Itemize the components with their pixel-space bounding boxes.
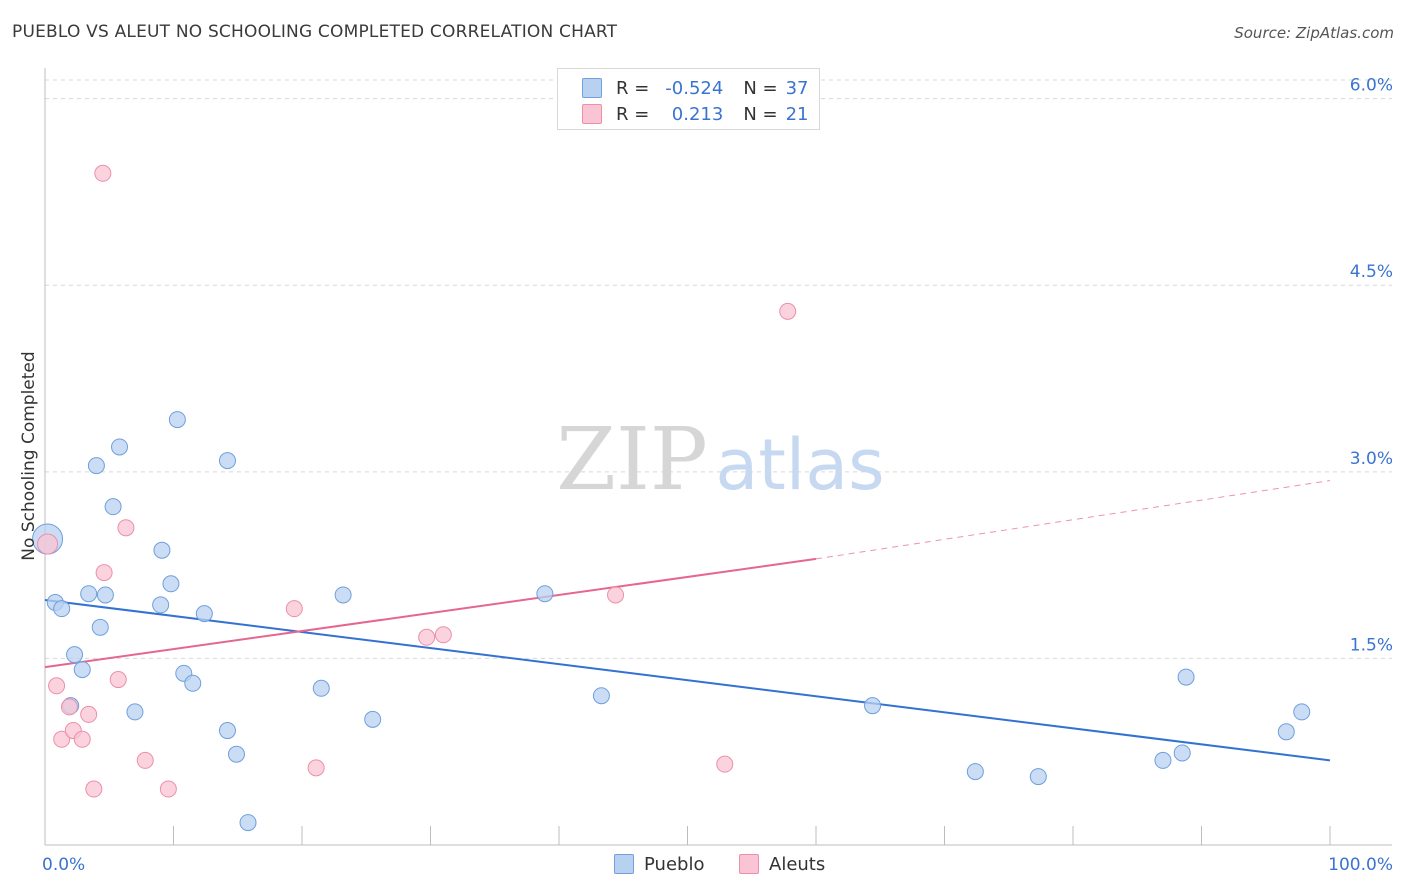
watermark-atlas: atlas bbox=[715, 424, 884, 506]
pueblo-point bbox=[195, 605, 213, 623]
aleuts-point bbox=[60, 698, 78, 716]
aleuts-point bbox=[307, 759, 325, 777]
pueblo-point bbox=[218, 722, 236, 740]
pueblo-point bbox=[53, 600, 71, 618]
aleuts-point bbox=[53, 730, 71, 748]
chart-title: PUEBLO VS ALEUT NO SCHOOLING COMPLETED C… bbox=[12, 22, 618, 42]
aleuts-swatch bbox=[582, 104, 602, 124]
pueblo-swatch bbox=[582, 78, 602, 98]
pueblo-point bbox=[239, 814, 257, 832]
x-tick-label: 0.0% bbox=[42, 855, 85, 875]
aleuts-point bbox=[94, 164, 112, 182]
label-layer: No Schooling Completed 1.5% 3.0% 4.5% 6.0% 0… bbox=[19, 76, 1393, 875]
aleuts-point bbox=[85, 780, 103, 798]
aleuts-point bbox=[48, 677, 66, 695]
pueblo-point bbox=[153, 541, 171, 559]
aleuts-r-label: R = bbox=[616, 103, 650, 125]
y-tick-label: 1.5% bbox=[1350, 635, 1393, 655]
pueblo-r-value: -0.524 bbox=[665, 77, 724, 99]
bottom-legend-aleuts-swatch bbox=[739, 854, 759, 874]
aleuts-trend-extension bbox=[815, 480, 1331, 560]
pueblo-point bbox=[1277, 723, 1295, 741]
pueblo-point bbox=[80, 585, 98, 603]
pueblo-point bbox=[162, 575, 180, 593]
axis-layer bbox=[44, 68, 1392, 846]
y-tick-label: 6.0% bbox=[1350, 76, 1393, 96]
watermark: ZIP atlas bbox=[556, 410, 884, 510]
pueblo-point bbox=[592, 687, 610, 705]
pueblo-point bbox=[66, 646, 84, 664]
pueblo-point bbox=[1177, 668, 1195, 686]
pueblo-point bbox=[91, 618, 109, 636]
pueblo-point bbox=[111, 438, 129, 456]
pueblo-point bbox=[966, 763, 984, 781]
aleuts-point bbox=[95, 564, 113, 582]
aleuts-n-label: N = bbox=[743, 103, 778, 125]
aleuts-r-value: 0.213 bbox=[671, 103, 724, 125]
legend-row-aleuts: R = 0.213 N = 21 bbox=[616, 101, 809, 127]
pueblo-point bbox=[168, 411, 186, 429]
bottom-legend-pueblo: Pueblo bbox=[614, 851, 704, 877]
aleuts-point bbox=[779, 302, 797, 320]
aleuts-point bbox=[159, 780, 177, 798]
aleuts-point bbox=[418, 628, 436, 646]
pueblo-point bbox=[104, 498, 122, 516]
pueblo-point bbox=[184, 674, 202, 692]
bottom-legend-aleuts-label: Aleuts bbox=[769, 853, 826, 875]
aleuts-point bbox=[73, 730, 91, 748]
aleuts-n-value: 21 bbox=[785, 103, 809, 125]
pueblo-point bbox=[364, 710, 382, 728]
source-credit: Source: ZipAtlas.com bbox=[1234, 24, 1394, 42]
pueblo-trend-line bbox=[44, 598, 1331, 762]
aleuts-point bbox=[136, 751, 154, 769]
pueblo-point bbox=[1029, 768, 1047, 786]
pueblo-point bbox=[218, 452, 236, 470]
pueblo-point bbox=[1173, 744, 1191, 762]
watermark-zip: ZIP bbox=[556, 410, 708, 510]
pueblo-point bbox=[536, 585, 554, 603]
aleuts-point bbox=[109, 671, 127, 689]
pueblo-point bbox=[864, 697, 882, 715]
trend-layer bbox=[44, 480, 1331, 762]
pueblo-point bbox=[152, 596, 170, 614]
y-tick-label: 4.5% bbox=[1350, 262, 1393, 282]
points-layer bbox=[32, 164, 1311, 832]
aleuts-point bbox=[607, 586, 625, 604]
pueblo-n-label: N = bbox=[743, 77, 778, 99]
bottom-legend-aleuts: Aleuts bbox=[739, 851, 825, 877]
aleuts-point bbox=[285, 600, 303, 618]
aleuts-point bbox=[117, 519, 135, 537]
aleuts-point bbox=[716, 755, 734, 773]
pueblo-n-value: 37 bbox=[785, 77, 809, 99]
y-tick-label: 3.0% bbox=[1350, 449, 1393, 469]
legend-row-pueblo: R = -0.524 N = 37 bbox=[616, 75, 809, 101]
y-axis-label: No Schooling Completed bbox=[19, 351, 39, 560]
aleuts-point bbox=[80, 705, 98, 723]
aleuts-point bbox=[434, 626, 452, 644]
pueblo-point bbox=[1293, 703, 1311, 721]
pueblo-r-label: R = bbox=[616, 77, 650, 99]
pueblo-point bbox=[96, 586, 114, 604]
bottom-legend-pueblo-swatch bbox=[614, 854, 634, 874]
aleuts-point bbox=[37, 533, 59, 555]
pueblo-point bbox=[312, 679, 330, 697]
bottom-legend-pueblo-label: Pueblo bbox=[644, 853, 705, 875]
aleuts-trend-line bbox=[44, 557, 817, 669]
pueblo-point bbox=[73, 661, 91, 679]
x-tick-label: 100.0% bbox=[1328, 855, 1393, 875]
pueblo-point bbox=[1154, 751, 1172, 769]
pueblo-point bbox=[87, 457, 105, 475]
pueblo-point bbox=[334, 586, 352, 604]
pueblo-point bbox=[227, 745, 245, 763]
correlation-legend: R = -0.524 N = 37 R = 0.213 N = 21 bbox=[557, 68, 820, 130]
pueblo-point bbox=[126, 703, 144, 721]
